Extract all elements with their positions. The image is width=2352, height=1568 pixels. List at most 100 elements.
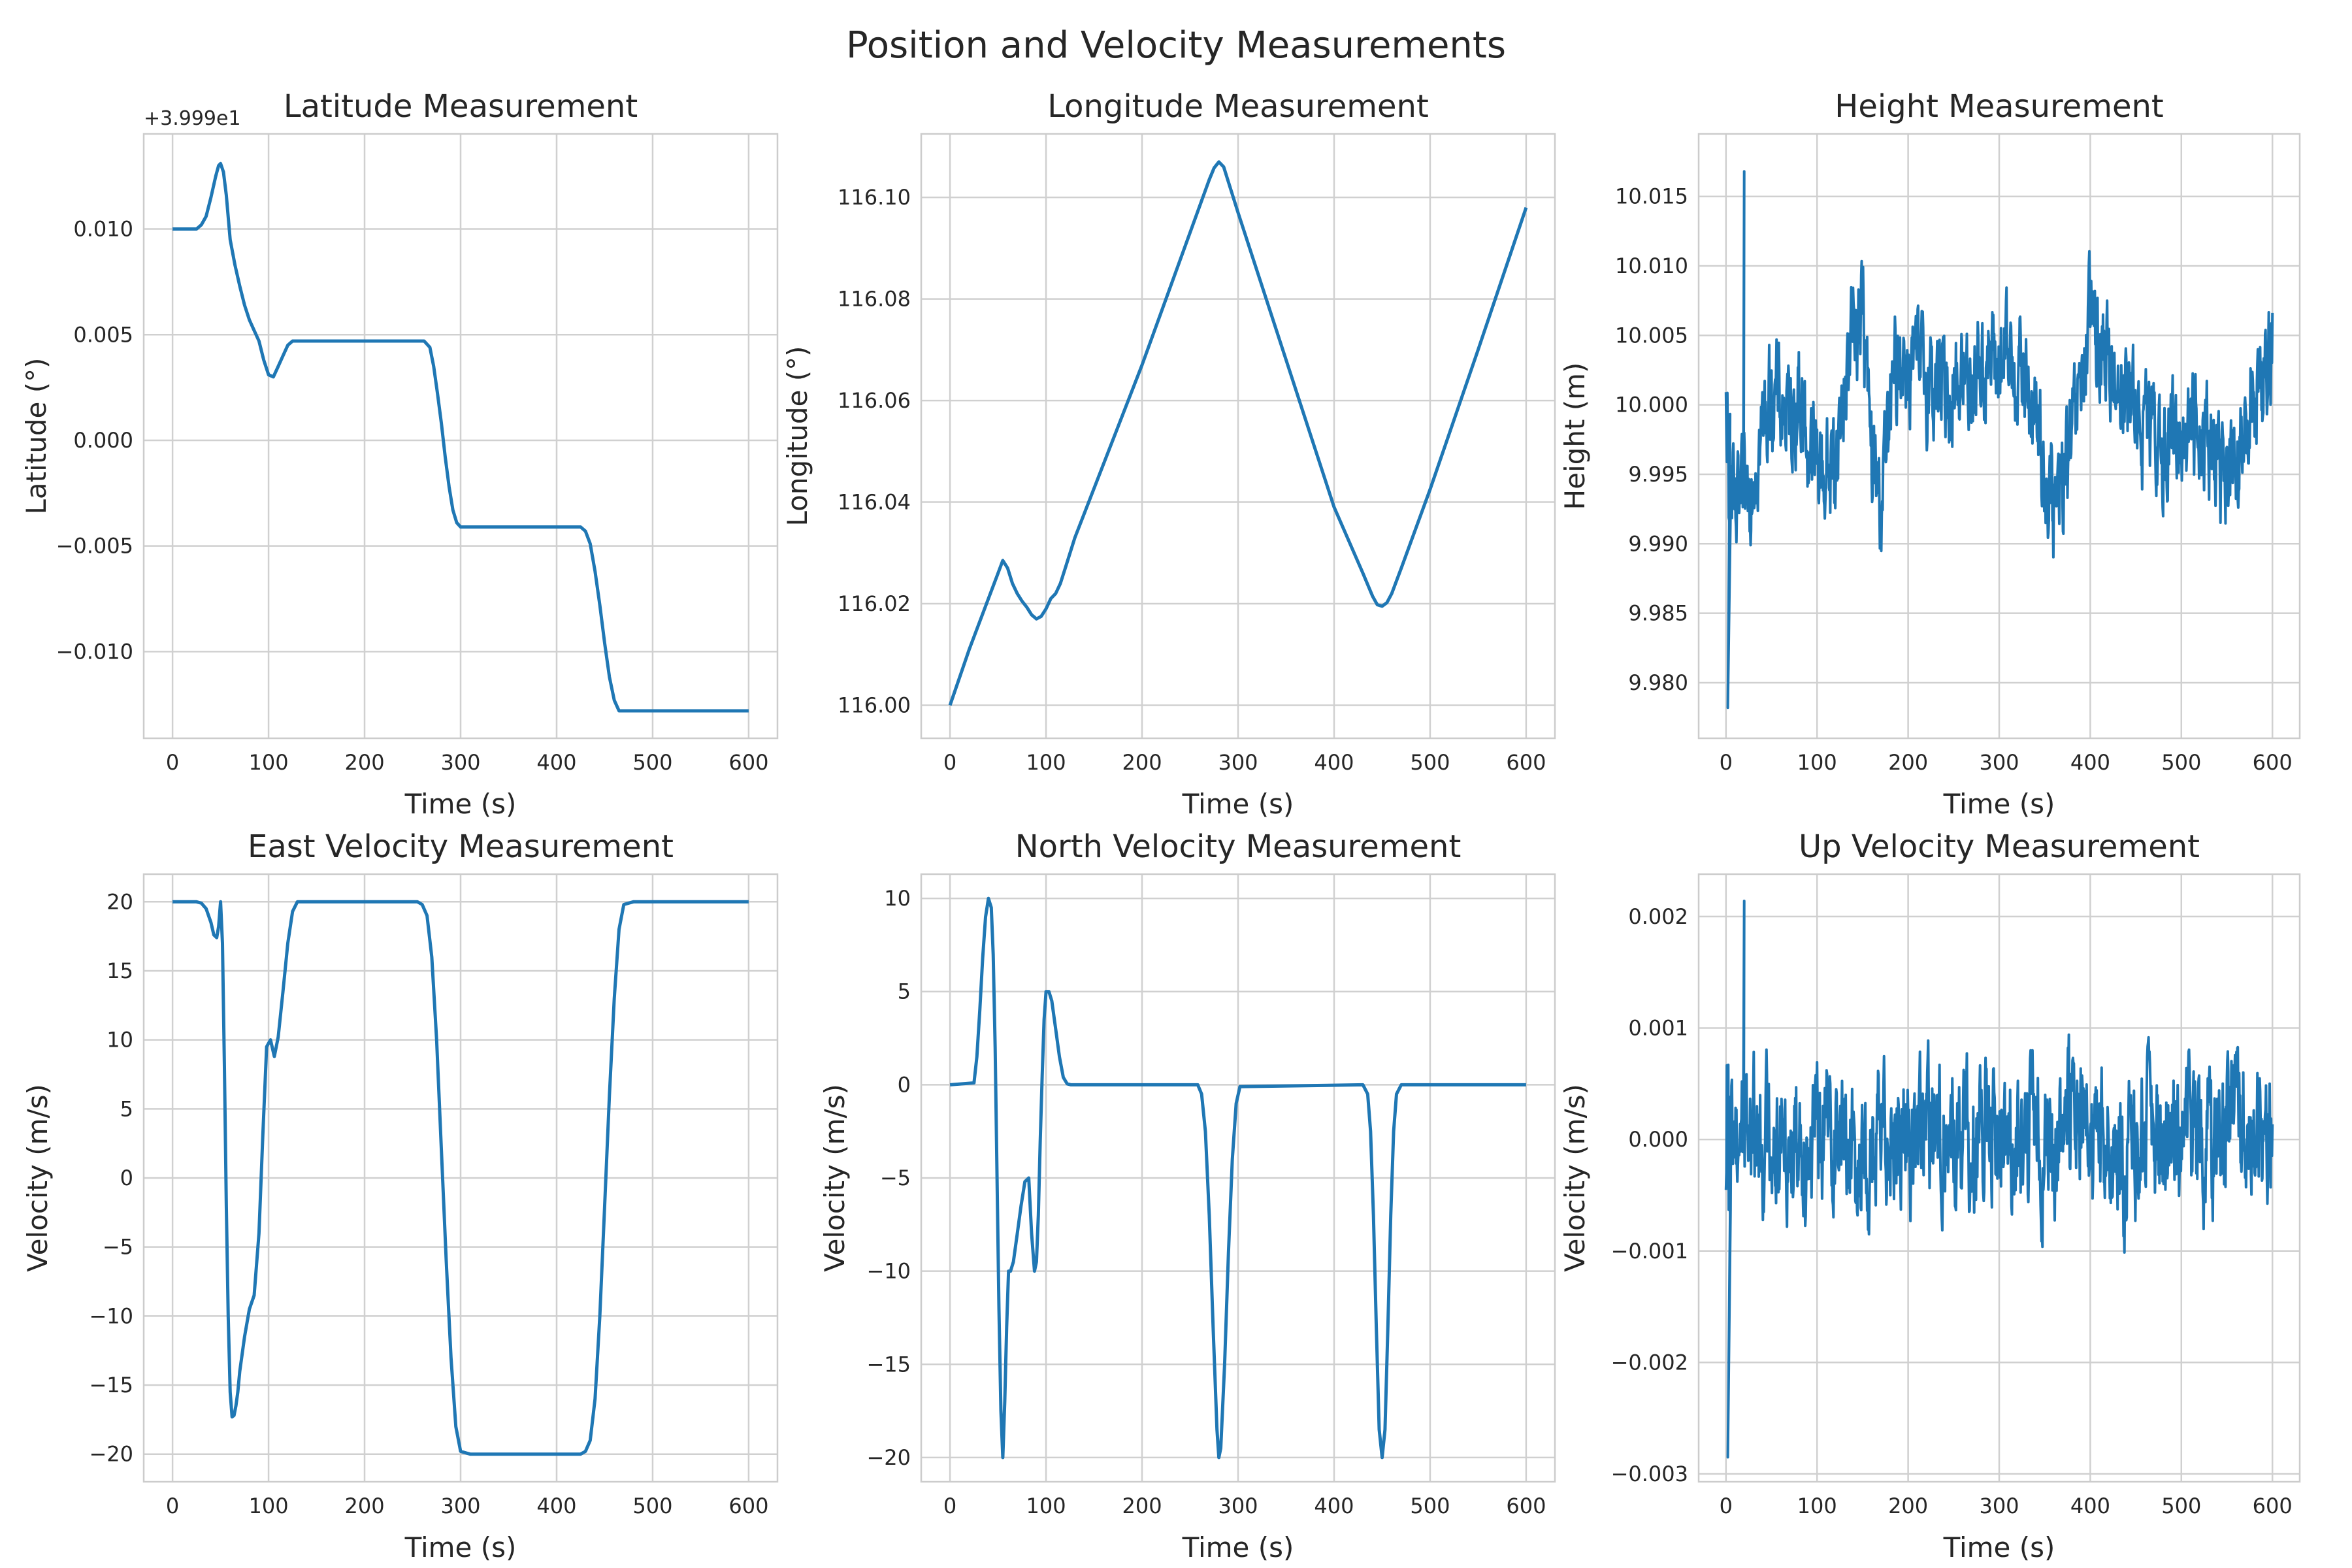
y-tick-label: 0.005 [73,322,133,347]
y-tick-labels: 9.980 9.985 9.990 9.995 10.000 10.005 10.010 10… [1615,184,1688,695]
y-tick-label: 0.001 [1628,1015,1688,1040]
y-axis-label: Longitude (°) [781,346,813,526]
x-tick-label: 400 [536,1494,576,1518]
y-tick-label: −10 [866,1259,911,1284]
y-axis-label: Latitude (°) [20,358,52,515]
x-tick-labels: 0 100 200 300 400 500 600 [943,1494,1546,1518]
x-tick-label: 0 [1720,750,1733,775]
y-tick-label: 9.985 [1628,601,1688,626]
x-tick-label: 500 [1410,1494,1450,1518]
x-axis-label: Time (s) [1943,788,2055,820]
y-tick-label: 5 [120,1096,133,1121]
subplot-height: 0 100 200 300 400 500 600 9.980 9.985 9.990 9.995 1… [1559,88,2301,820]
x-tick-labels: 0 100 200 300 400 500 600 [166,1494,769,1518]
x-tick-label: 0 [166,1494,179,1518]
subplot-north-velocity: 0 100 200 300 400 500 600 −20 −15 −10 −5 0 5 10 North … [819,828,1556,1563]
x-tick-label: 400 [2070,1494,2110,1518]
y-tick-label: 0.000 [73,428,133,453]
y-offset-label: +3.999e1 [144,107,241,130]
x-tick-label: 600 [1506,1494,1546,1518]
x-tick-label: 400 [2070,750,2110,775]
x-tick-label: 100 [249,750,289,775]
y-tick-label: −0.003 [1611,1462,1688,1486]
y-tick-label: −20 [866,1445,911,1470]
y-tick-label: −20 [89,1442,133,1467]
y-tick-label: 0.000 [1628,1127,1688,1152]
y-tick-label: 116.06 [838,388,911,413]
subplot-up-velocity: 0 100 200 300 400 500 600 −0.003 −0.002 −0.001 0.0… [1559,828,2301,1563]
x-tick-label: 100 [249,1494,289,1518]
x-tick-label: 200 [1888,750,1928,775]
y-tick-label: 116.02 [838,591,911,616]
axes-frame [920,133,1556,740]
x-tick-label: 200 [344,750,384,775]
x-tick-label: 600 [728,1494,768,1518]
x-axis-label: Time (s) [404,1531,517,1563]
series-line-height [1724,170,2274,710]
y-tick-label: 10.005 [1615,323,1688,348]
x-tick-label: 300 [1218,750,1258,775]
x-tick-label: 500 [2161,1494,2201,1518]
x-tick-labels: 0 100 200 300 400 500 600 [1720,750,2293,775]
x-tick-label: 600 [2253,1494,2293,1518]
y-tick-label: 0.002 [1628,904,1688,929]
y-tick-label: 10.000 [1615,393,1688,417]
subplot-title: East Velocity Measurement [248,828,674,865]
x-tick-label: 600 [728,750,768,775]
x-tick-labels: 0 100 200 300 400 500 600 [943,750,1546,775]
y-axis-label: Velocity (m/s) [1559,1084,1591,1272]
y-tick-label: −5 [103,1235,133,1260]
y-tick-label: 116.08 [838,287,911,312]
y-tick-label: 20 [106,889,133,914]
y-tick-label: 0 [898,1072,911,1097]
subplot-grid: 0 100 200 300 400 500 600−0.010−0.0050.0000.00… [20,88,2301,1563]
axes-frame [1697,873,2301,1483]
y-tick-label: −15 [866,1352,911,1377]
x-tick-label: 0 [943,750,956,775]
subplot-title: North Velocity Measurement [1015,828,1462,865]
x-tick-label: 300 [1979,1494,2019,1518]
x-tick-label: 100 [1797,750,1837,775]
series-line-latitude [172,161,749,713]
subplot-longitude: 0 100 200 300 400 500 600116.00116.02116.04116… [781,88,1556,820]
subplot-title: Latitude Measurement [284,88,638,125]
y-tick-label: 9.995 [1628,462,1688,487]
x-tick-label: 200 [1888,1494,1928,1518]
y-tick-label: 10 [884,886,911,911]
subplot-title: Up Velocity Measurement [1799,828,2200,865]
gridlines [144,134,777,738]
gridlines [921,874,1555,1482]
gridlines [921,134,1555,738]
y-tick-labels: 116.00 116.02 116.04 116.06 116.08 116.10 [838,185,911,717]
y-tick-labels: −0.010 −0.005 0.000 0.005 0.010 [56,217,133,664]
y-axis-label: Velocity (m/s) [819,1084,851,1272]
x-tick-label: 100 [1026,750,1066,775]
series-line-longitude [948,160,1528,706]
x-tick-label: 300 [440,750,480,775]
x-tick-label: 300 [1979,750,2019,775]
x-tick-labels: 0 100 200 300 400 500 600 [166,750,769,775]
y-tick-labels: −20 −15 −10 −5 0 5 10 [866,886,911,1470]
y-axis-label: Height (m) [1559,363,1591,510]
x-tick-label: 0 [1720,1494,1733,1518]
x-tick-label: 100 [1026,1494,1066,1518]
gridlines [1699,134,2300,738]
y-tick-label: 116.00 [838,693,911,717]
y-tick-label: −15 [89,1373,133,1397]
y-tick-label: −5 [880,1166,911,1190]
y-tick-label: 0.010 [73,217,133,242]
axes-frame [142,873,779,1483]
axes-frame [920,873,1556,1483]
y-tick-label: 5 [898,979,911,1004]
y-tick-label: −0.005 [56,534,133,559]
y-tick-label: 10.015 [1615,184,1688,209]
x-tick-label: 400 [1314,750,1354,775]
y-tick-label: 116.04 [838,490,911,515]
x-tick-label: 0 [166,750,179,775]
x-tick-label: 500 [632,750,672,775]
x-tick-label: 300 [440,1494,480,1518]
y-tick-label: 10.010 [1615,253,1688,278]
x-tick-label: 500 [1410,750,1450,775]
x-tick-label: 0 [943,1494,956,1518]
